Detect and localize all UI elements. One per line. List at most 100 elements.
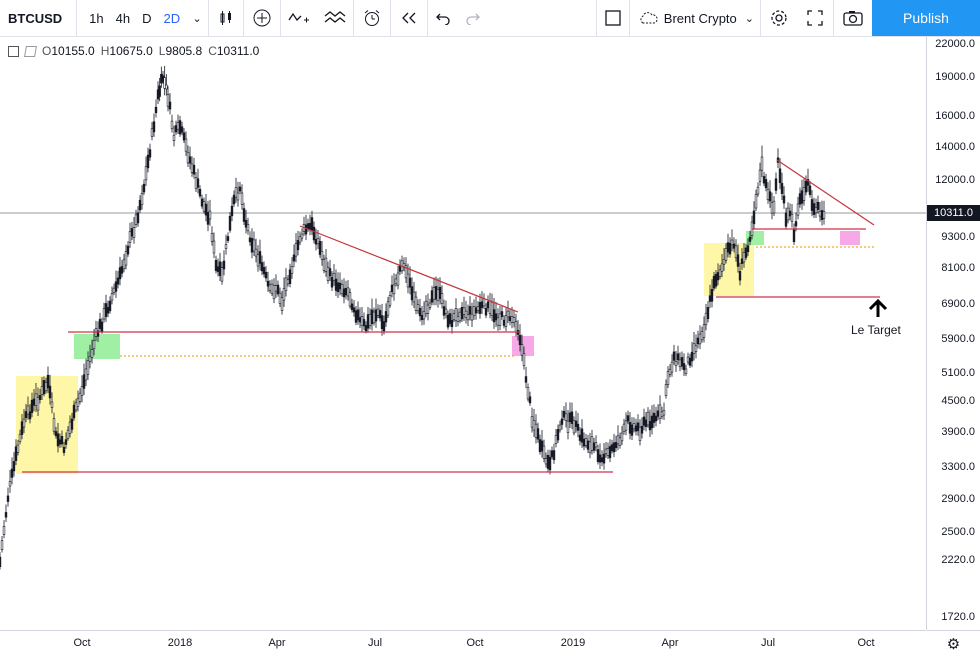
candle-body xyxy=(110,293,114,301)
candle-body xyxy=(744,247,748,258)
candle-body xyxy=(642,416,646,426)
candle-body xyxy=(98,319,102,329)
candle-body xyxy=(722,259,726,265)
candle-body xyxy=(248,237,252,243)
chevron-down-icon[interactable]: ⌄ xyxy=(192,12,202,25)
fullscreen-icon[interactable] xyxy=(797,0,833,36)
candle-body xyxy=(434,286,438,300)
price-chart[interactable] xyxy=(0,37,926,630)
candle-body xyxy=(348,292,352,307)
legend-low-key: L xyxy=(158,44,166,58)
candle-body xyxy=(806,179,810,186)
candle-body xyxy=(184,138,188,152)
candle-body xyxy=(182,132,186,141)
candles-icon[interactable] xyxy=(209,0,243,36)
alert-icon[interactable] xyxy=(354,0,390,36)
legend-low: 9805.8 xyxy=(165,44,203,58)
interval-4h-button[interactable]: 4h xyxy=(115,10,131,26)
candle-body xyxy=(630,424,634,436)
candle-body xyxy=(314,239,318,245)
price-tick-label: 14000.0 xyxy=(935,141,975,153)
candle-body xyxy=(104,303,108,317)
collapse-legend-icon[interactable] xyxy=(8,45,19,57)
candle-body xyxy=(502,319,506,326)
candle-body xyxy=(144,166,148,181)
candle-body xyxy=(726,242,730,253)
price-tick-label: 5100.0 xyxy=(941,367,975,379)
candle-body xyxy=(770,202,774,214)
toolbar-separator xyxy=(353,0,355,36)
candle-body xyxy=(576,423,580,431)
candle-body xyxy=(768,191,772,202)
interval-d-button[interactable]: D xyxy=(142,10,152,26)
candle-body xyxy=(224,244,228,250)
candle-body xyxy=(486,301,490,309)
candle-body xyxy=(692,343,696,354)
symbol-search-button[interactable]: BTCUSD xyxy=(8,10,63,26)
candle-body xyxy=(626,415,630,422)
candle-body xyxy=(236,192,240,201)
time-axis[interactable]: Oct 2018 Apr Jul Oct 2019 Apr Jul Oct xyxy=(0,630,926,656)
gear-icon[interactable]: ⚙ xyxy=(927,630,980,656)
price-axis[interactable]: 22000.0 19000.0 16000.0 14000.0 12000.0 9300.… xyxy=(926,37,980,630)
candle-body xyxy=(492,309,496,323)
candle-body xyxy=(28,411,32,420)
indicator-icon[interactable] xyxy=(281,0,317,36)
candle-body xyxy=(538,439,542,453)
camera-icon[interactable] xyxy=(834,0,872,36)
candle-body xyxy=(146,154,150,169)
compare-icon[interactable] xyxy=(317,0,353,36)
candle-body xyxy=(128,231,132,244)
replay-icon[interactable] xyxy=(391,0,427,36)
candle-body xyxy=(298,236,302,243)
candle-body xyxy=(268,284,272,291)
price-tick-label: 2500.0 xyxy=(941,526,975,538)
candle-body xyxy=(500,311,504,317)
candle-body xyxy=(202,201,206,212)
candle-body xyxy=(654,415,658,422)
legend-high-key: H xyxy=(100,44,110,58)
candle-body xyxy=(714,274,718,287)
time-tick-label: 2018 xyxy=(167,637,193,649)
candle-body xyxy=(408,277,412,288)
candle-body xyxy=(276,284,280,295)
publish-button[interactable]: Publish xyxy=(872,0,980,36)
candle-body xyxy=(550,450,554,458)
candle-body xyxy=(420,314,424,321)
candle-body xyxy=(764,179,768,189)
candle-body xyxy=(656,410,660,417)
candle-body xyxy=(784,212,788,227)
candle-body xyxy=(608,446,612,459)
candle-body xyxy=(464,310,468,318)
candle-body xyxy=(496,317,500,326)
candle-body xyxy=(636,422,640,432)
candle-body xyxy=(262,267,266,275)
interval-1h-button[interactable]: 1h xyxy=(89,10,104,26)
interval-2d-button[interactable]: 2D xyxy=(163,10,181,26)
candle-body xyxy=(696,337,700,345)
candle-body xyxy=(154,106,158,114)
toolbar-separator xyxy=(833,0,834,36)
candle-body xyxy=(198,188,202,197)
plus-circle-icon[interactable] xyxy=(244,0,280,36)
redo-icon[interactable] xyxy=(458,0,488,36)
candle-body xyxy=(448,313,452,324)
candle-body xyxy=(166,94,170,107)
undo-icon[interactable] xyxy=(428,0,458,36)
candle-body xyxy=(10,468,14,478)
candle-body xyxy=(254,248,258,257)
layout-icon[interactable] xyxy=(597,0,629,36)
template-selector[interactable]: Brent Crypto ⌄ xyxy=(630,0,760,36)
gear-icon[interactable] xyxy=(761,0,797,36)
candle-body xyxy=(494,313,498,321)
candles xyxy=(0,65,826,570)
candle-body xyxy=(274,285,278,292)
candle-body xyxy=(518,334,522,346)
candle-body xyxy=(782,195,786,204)
candle-body xyxy=(26,405,30,415)
candle-body xyxy=(756,186,760,195)
candle-body xyxy=(802,187,806,201)
candle-body xyxy=(662,410,666,416)
candle-body xyxy=(606,448,610,456)
time-tick-label: Apr xyxy=(661,637,679,649)
